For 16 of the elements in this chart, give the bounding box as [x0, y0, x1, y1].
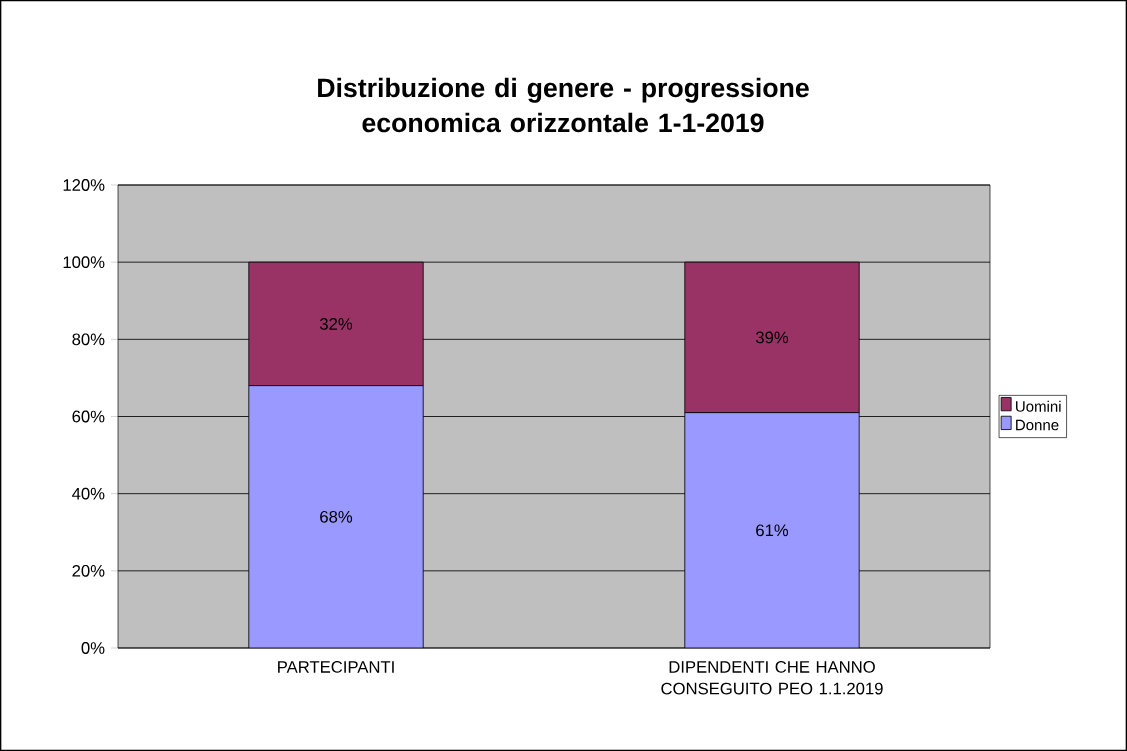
legend-label: Donne — [1016, 419, 1059, 431]
x-tick-label: DIPENDENTI CHE HANNO CONSEGUITO PEO 1.1.2019 — [661, 661, 883, 695]
y-tick-label: 40% — [72, 487, 105, 500]
x-tick-label: PARTECIPANTI — [278, 661, 394, 673]
y-tick-label: 60% — [72, 410, 105, 423]
data-label: 68% — [320, 510, 353, 523]
y-tick-label: 100% — [63, 256, 105, 269]
legend-label: Uomini — [1016, 400, 1061, 412]
chart-title: Distribuzione di genere - progressione economica orizzontale 1-1-2019 — [318, 77, 809, 133]
y-tick-label: 0% — [81, 642, 105, 654]
y-tick-label: 80% — [72, 333, 105, 346]
data-label: 39% — [755, 331, 789, 344]
data-label: 61% — [756, 524, 789, 537]
data-label: 32% — [319, 318, 353, 330]
y-tick-label: 20% — [72, 564, 105, 577]
y-tick-label: 120% — [63, 179, 105, 191]
